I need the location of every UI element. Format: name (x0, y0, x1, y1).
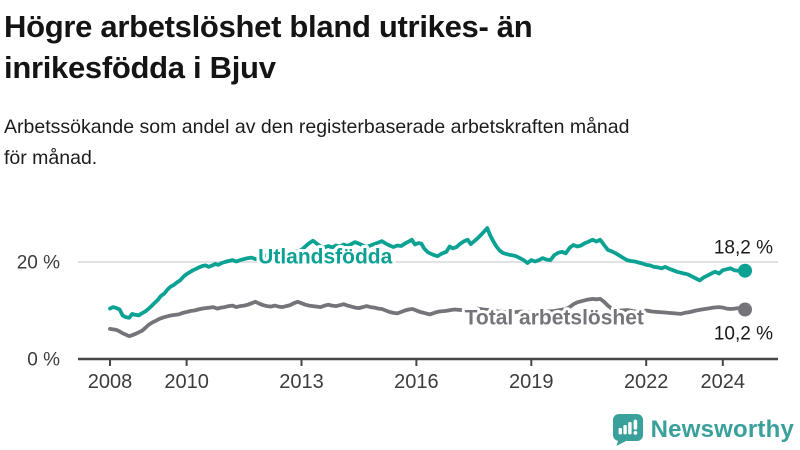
x-tick-label-2019: 2019 (509, 371, 554, 393)
newsworthy-logo[interactable]: Newsworthy (612, 414, 794, 446)
x-tick-label-2008: 2008 (88, 371, 133, 393)
logo-bars-and-exclamation (618, 419, 637, 435)
page-title: Högre arbetslöshet bland utrikes- än inr… (4, 6, 796, 88)
y-tick-label-20: 20 % (17, 253, 60, 274)
subtitle-line-1: Arbetssökande som andel av den registerb… (4, 116, 630, 138)
bar-chart-speech-bubble-icon (612, 414, 643, 446)
subtitle: Arbetssökande som andel av den registerb… (4, 112, 796, 174)
x-tick-label-2024: 2024 (701, 371, 746, 393)
x-tick-label-2016: 2016 (394, 371, 439, 393)
line-chart: 2008 2010 2013 2016 2019 2022 2024 0 % 20 % Total… (17, 226, 778, 393)
subtitle-line-2: för månad. (4, 147, 98, 169)
end-dot (738, 263, 753, 278)
brand-name: Newsworthy (650, 416, 794, 443)
end-value-label: 10,2 % (714, 324, 773, 345)
series-label-utlandsf-dda: Utlandsfödda (258, 246, 392, 269)
header: Högre arbetslöshet bland utrikes- än inr… (4, 6, 796, 174)
series-line-utlandsf-dda (108, 226, 747, 320)
x-tick-label-2013: 2013 (279, 371, 324, 393)
x-tick-label-2022: 2022 (624, 371, 669, 393)
series-line-total-arbetsl-shet (108, 296, 747, 339)
y-tick-label-0: 0 % (27, 350, 60, 371)
x-tick-label-2010: 2010 (164, 371, 209, 393)
end-dot (738, 302, 753, 317)
speech-bubble-shape (612, 414, 643, 446)
page-title-line-2: inrikesfödda i Bjuv (4, 50, 276, 85)
end-value-label: 18,2 % (714, 238, 773, 259)
series-label-total-arbetsl-shet: Total arbetslöshet (465, 306, 644, 329)
page-title-line-1: Högre arbetslöshet bland utrikes- än (4, 9, 533, 44)
